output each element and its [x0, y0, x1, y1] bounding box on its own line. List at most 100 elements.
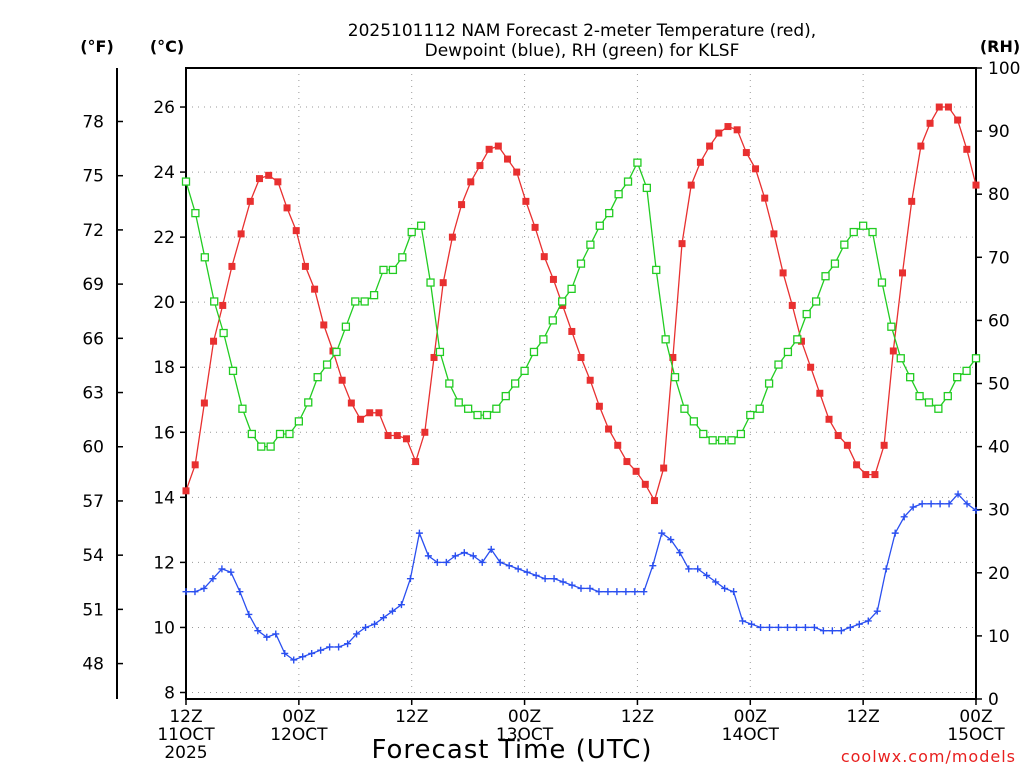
rh-tick-label: 0 [988, 690, 999, 710]
temperature-point [246, 197, 254, 205]
relative-humidity-point [924, 398, 934, 407]
temperature-point [338, 376, 346, 384]
temperature-point [614, 441, 622, 449]
time-tick-label: 12Z [395, 707, 428, 727]
temperature-point [439, 279, 447, 287]
temperature-point [430, 353, 438, 361]
dewpoint-point [882, 565, 890, 573]
relative-humidity-point [708, 436, 717, 445]
relative-humidity-point [764, 379, 774, 388]
temperature-point [347, 399, 355, 407]
temperature-point [742, 149, 750, 157]
relative-humidity-point [257, 442, 266, 451]
temperature-point [935, 103, 943, 111]
dewpoint-point [640, 588, 648, 596]
rh-unit-label: (RH) [980, 37, 1020, 56]
celsius-axis: 8 10 12 14 16 18 20 22 24 26 [153, 98, 186, 703]
dewpoint-point [532, 571, 540, 579]
relative-humidity-point [877, 278, 887, 287]
relative-humidity-point [962, 366, 971, 376]
relative-humidity-point [746, 410, 755, 420]
dewpoint-point [694, 565, 702, 573]
dewpoint-point [200, 584, 208, 592]
relative-humidity-point [407, 227, 416, 237]
dewpoint-point [442, 558, 450, 566]
temperature-point [660, 464, 668, 472]
relative-humidity-point [623, 177, 633, 186]
relative-humidity-point [539, 335, 548, 344]
relative-humidity-point [247, 429, 256, 439]
relative-humidity-point [511, 379, 520, 388]
relative-humidity-point [642, 183, 651, 193]
relative-humidity-point [586, 240, 595, 249]
temperature-point [770, 230, 778, 238]
temperature-point [467, 178, 475, 186]
temperature-point [715, 129, 723, 137]
fahrenheit-tick-label: 78 [82, 112, 104, 132]
temperature-point [577, 353, 585, 361]
dewpoint-point [721, 584, 729, 592]
temperature-point [311, 285, 319, 293]
dewpoint-point [810, 623, 818, 631]
temperature-point [182, 487, 190, 495]
temperature-point [219, 301, 227, 309]
dewpoint-line [186, 493, 977, 661]
series-layer [181, 103, 981, 664]
time-tick-label: 13OCT [496, 725, 554, 745]
grid-lines [186, 68, 976, 699]
temperature-point [513, 168, 521, 176]
dewpoint-point [487, 545, 495, 553]
fahrenheit-tick-label: 48 [82, 655, 104, 675]
celsius-tick-label: 24 [153, 163, 175, 183]
dewpoint-point [263, 633, 271, 641]
fahrenheit-unit-label: (°F) [80, 37, 114, 56]
dewpoint-point [290, 656, 298, 664]
relative-humidity-point [275, 429, 285, 439]
temperature-point [421, 428, 429, 436]
relative-humidity-point [605, 208, 614, 218]
relative-humidity-point [652, 265, 661, 275]
relative-humidity-point [858, 221, 868, 230]
temperature-point [531, 223, 539, 231]
relative-humidity-point [576, 259, 586, 268]
relative-humidity-point [501, 391, 510, 401]
dewpoint-point [685, 565, 693, 573]
relative-humidity-point [689, 417, 699, 426]
temperature-point [899, 269, 907, 277]
relative-humidity-point [379, 265, 388, 275]
relative-humidity-point [454, 398, 463, 407]
relative-humidity-point [802, 309, 811, 319]
dewpoint-point [523, 568, 531, 576]
celsius-tick-label: 12 [153, 553, 175, 573]
dewpoint-point [424, 552, 432, 560]
chart-title-line-2: Dewpoint (blue), RH (green) for KLSF [425, 41, 740, 61]
time-tick-label: 12Z [621, 707, 654, 727]
temperature-point [191, 461, 199, 469]
time-tick-label: 00Z [508, 707, 541, 727]
time-tick-label: 00Z [959, 707, 992, 727]
temperature-point [283, 204, 291, 212]
dewpoint-point [245, 610, 253, 618]
temperature-point [908, 197, 916, 205]
temperature-point [402, 435, 410, 443]
dewpoint-point [451, 552, 459, 560]
relative-humidity-point [304, 398, 313, 407]
dewpoint-point [559, 578, 567, 586]
dewpoint-point [828, 627, 836, 635]
relative-humidity-point [906, 373, 915, 382]
temperature-point [926, 119, 934, 127]
dewpoint-point [936, 500, 944, 508]
rh-tick-label: 40 [988, 438, 1010, 458]
dewpoint-point [703, 571, 711, 579]
temperature-point [972, 181, 980, 189]
relative-humidity-point [191, 208, 200, 218]
celsius-tick-label: 8 [164, 683, 175, 703]
relative-humidity-point [285, 429, 294, 439]
relative-humidity-point [727, 436, 736, 445]
relative-humidity-point [313, 373, 322, 382]
dewpoint-point [891, 529, 899, 537]
time-tick-label: 00Z [282, 707, 315, 727]
dewpoint-point [954, 490, 962, 498]
temperature-line [185, 106, 977, 503]
